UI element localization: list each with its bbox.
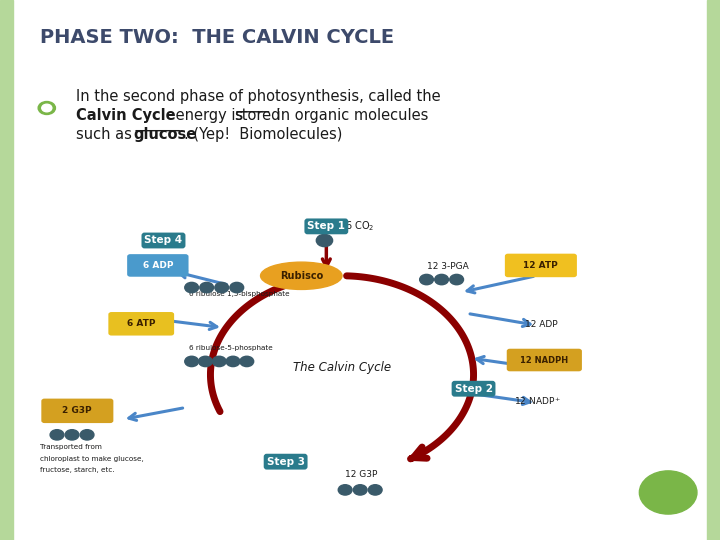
Text: 6 ATP: 6 ATP (127, 319, 156, 328)
FancyBboxPatch shape (108, 312, 174, 335)
Text: 6 ribulose-5-phosphate: 6 ribulose-5-phosphate (189, 345, 272, 351)
Text: in organic molecules: in organic molecules (272, 108, 428, 123)
Text: 12 NADP$^+$: 12 NADP$^+$ (514, 395, 562, 407)
Bar (707, 0, 720, 540)
Circle shape (215, 282, 229, 293)
Text: 12 ATP: 12 ATP (523, 261, 558, 270)
Circle shape (639, 471, 697, 514)
Circle shape (185, 356, 199, 367)
Text: . (Yep!  Biomolecules): . (Yep! Biomolecules) (184, 127, 342, 142)
Circle shape (212, 356, 226, 367)
Circle shape (38, 102, 55, 114)
Circle shape (420, 274, 433, 285)
FancyBboxPatch shape (505, 254, 577, 277)
Circle shape (354, 485, 367, 495)
FancyBboxPatch shape (41, 399, 113, 423)
Text: Transported from: Transported from (40, 444, 102, 450)
Circle shape (199, 356, 212, 367)
Circle shape (200, 282, 214, 293)
Circle shape (240, 356, 253, 367)
Text: fructose, starch, etc.: fructose, starch, etc. (40, 468, 114, 474)
Text: 2 G3P: 2 G3P (62, 406, 92, 415)
Circle shape (185, 282, 199, 293)
Text: In the second phase of photosynthesis, called the: In the second phase of photosynthesis, c… (76, 89, 440, 104)
Text: The Calvin Cycle: The Calvin Cycle (293, 361, 391, 374)
Circle shape (369, 485, 382, 495)
FancyBboxPatch shape (507, 349, 582, 372)
Text: Step 4: Step 4 (145, 235, 183, 246)
Ellipse shape (261, 262, 342, 289)
Text: 12 G3P: 12 G3P (345, 470, 377, 479)
Text: chloroplast to make glucose,: chloroplast to make glucose, (40, 456, 144, 462)
Text: Step 1: Step 1 (307, 221, 346, 231)
Circle shape (338, 485, 352, 495)
Circle shape (65, 430, 79, 440)
Circle shape (450, 274, 464, 285)
Text: 12 3-PGA: 12 3-PGA (426, 262, 468, 271)
Text: energy is: energy is (171, 108, 248, 123)
Text: stored: stored (234, 108, 280, 123)
Text: 6 ribulose 1,5-bisphosphate: 6 ribulose 1,5-bisphosphate (189, 291, 289, 296)
Text: 6 CO$_2$: 6 CO$_2$ (345, 219, 374, 233)
Circle shape (316, 234, 333, 247)
FancyBboxPatch shape (127, 254, 189, 276)
Text: Step 3: Step 3 (266, 457, 305, 467)
Text: 12 ADP: 12 ADP (525, 320, 557, 329)
Text: Calvin Cycle: Calvin Cycle (76, 108, 175, 123)
Bar (0, 0, 13, 540)
Text: glucose: glucose (133, 127, 197, 142)
Text: Rubisco: Rubisco (279, 271, 323, 281)
Circle shape (226, 356, 240, 367)
Text: 12 NADPH: 12 NADPH (521, 355, 568, 364)
Text: such as: such as (76, 127, 136, 142)
Text: Step 2: Step 2 (454, 384, 492, 394)
Circle shape (80, 430, 94, 440)
Circle shape (435, 274, 449, 285)
Circle shape (230, 282, 243, 293)
Circle shape (50, 430, 64, 440)
Text: 6 ADP: 6 ADP (143, 261, 173, 270)
Text: PHASE TWO:  THE CALVIN CYCLE: PHASE TWO: THE CALVIN CYCLE (40, 28, 394, 47)
Circle shape (42, 104, 52, 112)
